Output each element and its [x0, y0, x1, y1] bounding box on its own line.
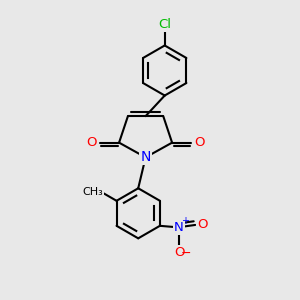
Text: O: O [194, 136, 205, 149]
Text: −: − [181, 247, 192, 260]
Text: O: O [174, 246, 184, 260]
Text: Cl: Cl [158, 18, 171, 32]
Text: N: N [140, 150, 151, 164]
Text: O: O [197, 218, 208, 231]
Text: CH₃: CH₃ [83, 187, 104, 197]
Text: +: + [181, 216, 189, 226]
Text: N: N [174, 221, 184, 234]
Text: O: O [86, 136, 97, 149]
